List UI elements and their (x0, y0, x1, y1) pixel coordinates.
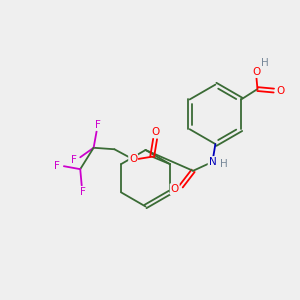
Text: O: O (253, 67, 261, 77)
Text: O: O (129, 154, 137, 164)
Text: F: F (80, 187, 86, 197)
Text: F: F (54, 160, 60, 171)
Text: F: F (95, 120, 101, 130)
Text: O: O (170, 184, 179, 194)
Text: H: H (261, 58, 269, 68)
Text: N: N (208, 157, 216, 167)
Text: O: O (276, 85, 284, 96)
Text: F: F (71, 155, 76, 165)
Text: O: O (151, 127, 159, 137)
Text: H: H (220, 159, 228, 169)
